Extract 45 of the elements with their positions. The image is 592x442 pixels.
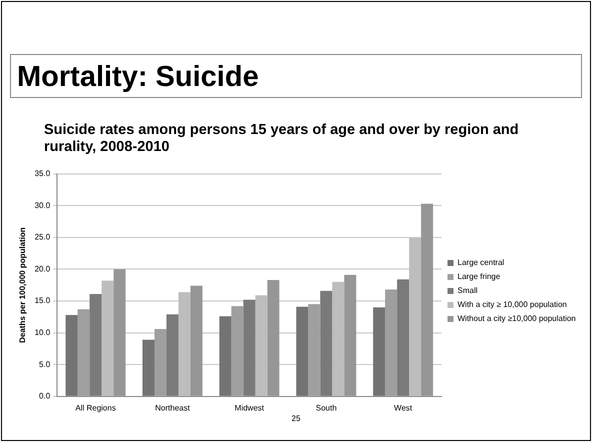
bar xyxy=(102,280,114,396)
bar xyxy=(267,280,280,396)
y-tick-label: 20.0 xyxy=(34,264,51,274)
bar xyxy=(243,300,256,396)
bar xyxy=(114,269,126,396)
bar xyxy=(397,279,410,396)
bar xyxy=(320,290,332,396)
x-tick-label: All Regions xyxy=(75,403,116,412)
x-tick-label: Northeast xyxy=(155,403,191,412)
legend-label: With a city ≥ 10,000 population xyxy=(458,300,567,310)
bar xyxy=(166,314,178,396)
legend-label: Large central xyxy=(458,258,504,268)
bar xyxy=(373,307,386,396)
x-tick-label: West xyxy=(394,403,413,412)
bar xyxy=(308,304,320,396)
bar xyxy=(255,295,268,396)
y-axis-title: Deaths per 100,000 population xyxy=(18,227,28,343)
bar xyxy=(154,328,166,396)
y-tick-label: 10.0 xyxy=(34,328,51,338)
y-tick-label: 5.0 xyxy=(39,360,51,369)
text: 25 xyxy=(290,414,302,423)
bar xyxy=(385,290,398,396)
legend-label: Without a city ≥10,000 population xyxy=(458,314,576,324)
bar xyxy=(90,294,102,396)
y-tick-label: 30.0 xyxy=(34,200,51,210)
bar xyxy=(332,282,344,396)
x-tick-label: Midwest xyxy=(234,403,265,412)
bar xyxy=(78,309,90,396)
y-tick-label: 25.0 xyxy=(34,232,51,242)
bar xyxy=(219,316,232,396)
y-tick-label: 35.0 xyxy=(34,169,51,178)
bar xyxy=(142,340,154,396)
bar xyxy=(421,204,434,396)
legend-label: Small xyxy=(458,286,478,296)
bar xyxy=(296,306,308,396)
bar xyxy=(344,274,356,396)
legend-label: Large fringe xyxy=(458,272,501,282)
bar xyxy=(66,314,78,396)
bar xyxy=(231,306,244,396)
y-tick-label: 15.0 xyxy=(34,296,51,306)
x-tick-label: South xyxy=(316,403,337,412)
y-tick-label: 0.0 xyxy=(39,392,51,401)
chart-subtitle: Suicide rates among persons 15 years of age and over by region and rurality, 2008-2010 xyxy=(44,122,520,156)
bar xyxy=(190,286,202,396)
chart-title: Mortality: Suicide xyxy=(10,54,582,98)
